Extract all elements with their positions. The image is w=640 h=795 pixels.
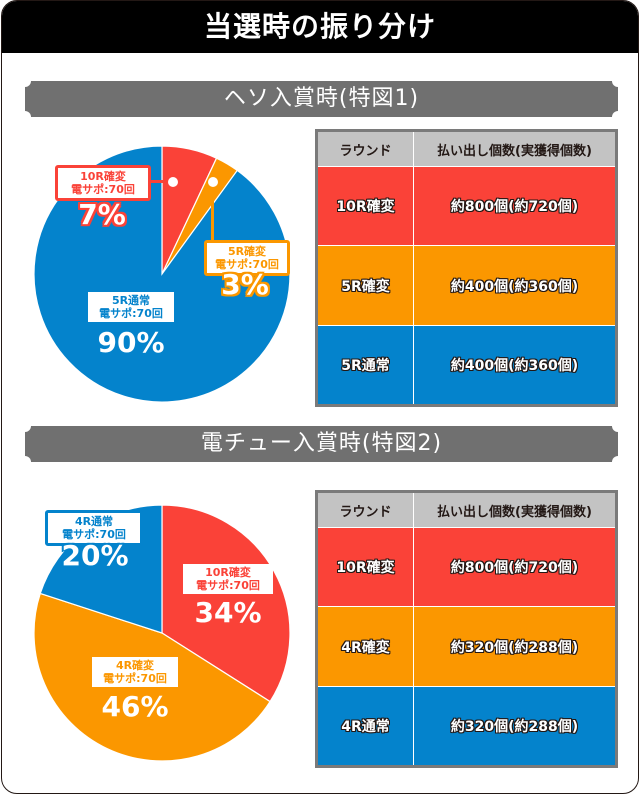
pie-chart-denchu: 4R通常 電サポ:70回 20% 10R確変 電サポ:70回 34% 4R確変 … (30, 501, 294, 765)
slice-label-line1: 10R確変 (80, 170, 126, 183)
banner-notch (612, 111, 624, 123)
page-title: 当選時の振り分け (2, 1, 638, 53)
callout-dot (168, 177, 178, 187)
cell-payout: 約400個(約360個) (413, 325, 617, 406)
table-row: 4R確変 約320個(約288個) (316, 606, 617, 687)
table-row: 4R通常 約320個(約288個) (316, 686, 617, 767)
table-row: 5R通常 約400個(約360個) (316, 325, 617, 406)
cell-round: 4R通常 (316, 686, 414, 767)
banner-notch (19, 111, 31, 123)
slice-label-line2: 電サポ:70回 (99, 307, 163, 320)
banner-notch (612, 456, 624, 468)
callout-leader (211, 182, 214, 244)
payout-table-heso: ラウンド 払い出し個数(実獲得個数) 10R確変 約800個(約720個) 5R… (315, 129, 618, 407)
cell-payout: 約320個(約288個) (413, 686, 617, 767)
slice-pct-10r: 7% (78, 198, 126, 231)
section-banner-label: ヘソ入賞時(特図1) (223, 86, 420, 111)
slice-label-5r-kakuhen: 5R確変 電サポ:70回 (204, 240, 290, 276)
slice-label-10r: 10R確変 電サポ:70回 (183, 564, 273, 594)
banner-notch (19, 75, 31, 87)
slice-label-line2: 電サポ:70回 (71, 183, 135, 196)
slice-label-4r-kakuhen: 4R確変 電サポ:70回 (92, 657, 178, 687)
pie-slice (161, 504, 291, 703)
slice-label-10r: 10R確変 電サポ:70回 (55, 165, 151, 201)
banner-notch (19, 456, 31, 468)
banner-notch (612, 75, 624, 87)
slice-pct-5r-kakuhen: 3% (221, 268, 269, 301)
table-header-row: ラウンド 払い出し個数(実獲得個数) (316, 130, 617, 167)
slice-label-line2: 電サポ:70回 (215, 258, 279, 271)
cell-round: 4R確変 (316, 606, 414, 687)
cell-round: 5R通常 (316, 325, 414, 406)
section-banner-denchu: 電チュー入賞時(特図2) (19, 420, 624, 468)
slice-label-line1: 5R通常 (111, 294, 151, 307)
callout-dot (208, 177, 218, 187)
section-banner-heso: ヘソ入賞時(特図1) (19, 75, 624, 123)
slice-label-line1: 4R通常 (74, 515, 114, 528)
cell-round: 5R確変 (316, 245, 414, 326)
slice-pct-4r-normal: 20% (61, 539, 129, 572)
slice-label-5r-normal: 5R通常 電サポ:70回 (88, 292, 174, 322)
table-header-row: ラウンド 払い出し個数(実獲得個数) (316, 491, 617, 528)
banner-notch (612, 420, 624, 432)
table-row: 10R確変 約800個(約720個) (316, 527, 617, 607)
column-header-round: ラウンド (316, 130, 414, 167)
slice-label-4r-normal: 4R通常 電サポ:70回 (45, 510, 143, 546)
table-row: 10R確変 約800個(約720個) (316, 166, 617, 246)
pie-chart-heso: 10R確変 電サポ:70回 7% 5R確変 電サポ:70回 3% 5R通常 電サ… (30, 142, 294, 406)
column-header-payout: 払い出し個数(実獲得個数) (413, 491, 617, 528)
slice-label-line2: 電サポ:70回 (62, 528, 126, 541)
slice-pct-5r-normal: 90% (97, 326, 165, 359)
pie-svg (33, 145, 291, 403)
slice-label-line2: 電サポ:70回 (196, 579, 260, 592)
slice-label-line2: 電サポ:70回 (103, 672, 167, 685)
cell-round: 10R確変 (316, 527, 414, 607)
slice-label-line1: 4R確変 (115, 659, 155, 672)
banner-notch (19, 420, 31, 432)
slice-pct-10r: 34% (194, 596, 262, 629)
column-header-payout: 払い出し個数(実獲得個数) (413, 130, 617, 167)
slice-label-line1: 10R確変 (205, 566, 251, 579)
cell-round: 10R確変 (316, 166, 414, 246)
cell-payout: 約320個(約288個) (413, 606, 617, 687)
column-header-round: ラウンド (316, 491, 414, 528)
slice-pct-4r-kakuhen: 46% (101, 690, 169, 723)
cell-payout: 約800個(約720個) (413, 166, 617, 246)
table-row: 5R確変 約400個(約360個) (316, 245, 617, 326)
section-banner-label: 電チュー入賞時(特図2) (200, 431, 443, 456)
cell-payout: 約800個(約720個) (413, 527, 617, 607)
payout-table-denchu: ラウンド 払い出し個数(実獲得個数) 10R確変 約800個(約720個) 4R… (315, 490, 618, 768)
slice-label-line1: 5R確変 (227, 245, 267, 258)
cell-payout: 約400個(約360個) (413, 245, 617, 326)
